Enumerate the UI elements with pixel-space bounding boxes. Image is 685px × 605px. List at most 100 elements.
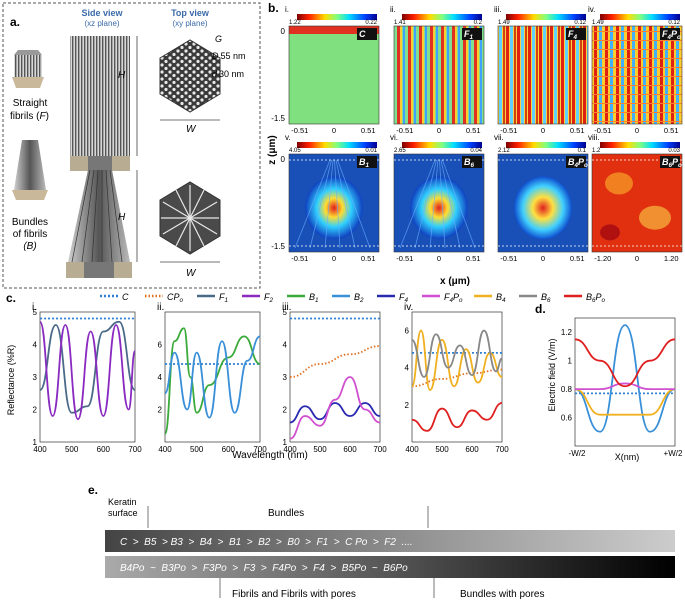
top-view-title-1: Top view <box>171 8 210 18</box>
legend-item-b6po: B6Po <box>564 292 606 304</box>
colorbar-max: 4.05 <box>289 148 301 154</box>
plot-frame <box>289 311 381 443</box>
field-map-roman: viii. <box>588 133 600 142</box>
field-blob <box>605 172 633 195</box>
x-tick: 0.51 <box>570 126 585 135</box>
series-line-f4 <box>289 402 381 424</box>
bundle-icon <box>12 140 48 200</box>
legend-item-f1: F1 <box>197 292 228 304</box>
x-tick-label: 400 <box>33 445 47 454</box>
x-tick-label: -W/2 <box>569 449 586 458</box>
w-label-bottom: W <box>186 268 197 279</box>
colorbar <box>297 14 377 20</box>
x-tick: -0.51 <box>594 126 611 135</box>
legend-label: F4Po <box>444 292 463 304</box>
plot-frame <box>574 317 676 447</box>
reflectance-plots: i. 400 500 600 700 1 2 3 4 5 ii. 400 500 600 700 2 4 6 iii… <box>32 302 509 454</box>
y-tick-label: 1 <box>33 438 38 447</box>
colorbar <box>297 142 377 148</box>
field-ray <box>414 159 437 249</box>
field-frame <box>591 25 683 125</box>
field-background <box>394 26 484 124</box>
colorbar-min: 0.03 <box>668 148 680 154</box>
bundle-side-view <box>66 169 132 278</box>
legend: C CPo F1 F2 B1 B2 F4 F4Po B4 B6 B6Po <box>100 292 606 304</box>
field-frame <box>393 153 485 253</box>
colorbar <box>600 142 680 148</box>
field-tag: F4Po <box>662 29 681 41</box>
side-view-title-1: Side view <box>81 8 123 18</box>
series-line-f2 <box>39 320 136 421</box>
legend-label: CPo <box>167 292 184 304</box>
bundles-label-1: Bundles <box>12 217 48 228</box>
x-tick-label: 600 <box>465 445 479 454</box>
x-tick: 1.20 <box>664 254 679 263</box>
x-tick: 0 <box>437 126 441 135</box>
series-line-cpo <box>411 368 503 388</box>
legend-item-c: C <box>100 292 129 302</box>
x-tick: 0.51 <box>361 254 376 263</box>
x-tick-label: 700 <box>128 445 142 454</box>
ranking-row-1: C > B5 > B3 > B4 > B1 > B2 > B0 > F1 > C… <box>120 537 413 548</box>
y-tick-label: 0.6 <box>561 414 573 423</box>
side-view-title-2: (xz plane) <box>84 19 119 28</box>
x-tick-label: 500 <box>190 445 204 454</box>
legend-item-cpo: CPo <box>145 292 184 304</box>
field-ray <box>335 159 356 249</box>
colorbar-min: 0.12 <box>574 20 586 26</box>
x-tick: 0.51 <box>466 126 481 135</box>
x-tick: 0 <box>332 254 336 263</box>
subplot-label: i. <box>32 302 37 313</box>
colorbar-max: 1.41 <box>394 20 406 26</box>
g-label: G <box>215 34 222 44</box>
straight-label-1: Straight <box>13 98 48 109</box>
field-maps: i.1.22 0.22 C 0 -1.5 -0.51 0 0.51 ii. 1.41 0.2F1 -0… <box>271 5 683 263</box>
field-hotspot <box>410 176 468 240</box>
x-tick-label: 500 <box>313 445 327 454</box>
panel-b: b. z (μm) x (μm) i.1.22 0.22 C 0 -1.5 -0.51 0 0… <box>267 1 683 287</box>
x-tick: -0.51 <box>291 126 308 135</box>
y-tick-label: 1 <box>568 357 573 366</box>
x-tick-label: 700 <box>495 445 509 454</box>
x-tick: 0.51 <box>361 126 376 135</box>
field-map-roman: vi. <box>390 133 398 142</box>
straight-top-view <box>159 39 221 113</box>
series-line-b1 <box>164 327 261 435</box>
field-tag: B1 <box>359 157 370 169</box>
top-view-title-2: (xy plane) <box>172 19 207 28</box>
bundle-top-view <box>159 181 221 255</box>
field-map-5: v. 4.05 0.01 B1 0 -1.5 -0.51 0 0.51 <box>271 133 380 263</box>
z-tick: 0 <box>281 27 286 36</box>
field-hotspot <box>514 176 572 240</box>
panel-b-zlabel: z (μm) <box>267 135 278 164</box>
z-tick: -1.5 <box>271 114 285 123</box>
field-ray <box>399 159 436 249</box>
field-hotspot <box>305 176 363 240</box>
field-frame <box>591 153 683 253</box>
d-small-label: d 30 nm <box>212 69 244 79</box>
plot-frame <box>39 311 136 443</box>
keratin-label-2: surface <box>108 508 138 518</box>
field-map-1: i.1.22 0.22 C 0 -1.5 -0.51 0 0.51 <box>271 5 380 135</box>
field-ray <box>334 159 341 249</box>
x-tick-label: 700 <box>373 445 387 454</box>
colorbar-min: 0.04 <box>470 148 482 154</box>
y-tick-label: 1 <box>283 438 288 447</box>
y-tick-label: 4 <box>405 364 410 373</box>
panel-c: c. C CPo F1 F2 B1 B2 F4 F4Po B4 B6 B6Po Reflectanc… <box>6 291 606 461</box>
y-tick-label: 4 <box>158 373 163 382</box>
field-blob <box>600 224 620 241</box>
panel-e-label: e. <box>88 483 98 497</box>
field-map-roman: vii. <box>494 133 504 142</box>
legend-label: F4 <box>399 292 409 304</box>
y-tick-label: 4 <box>33 341 38 350</box>
colorbar-min: 0.2 <box>474 20 483 26</box>
colorbar-min: 0.1 <box>578 148 587 154</box>
field-background <box>498 26 588 124</box>
series-line-b6 <box>411 329 503 378</box>
x-tick-label: 600 <box>222 445 236 454</box>
field-ray <box>337 159 371 249</box>
legend-label: B6Po <box>586 292 606 304</box>
legend-item-f2: F2 <box>242 292 274 304</box>
legend-item-f4po: F4Po <box>422 292 463 304</box>
